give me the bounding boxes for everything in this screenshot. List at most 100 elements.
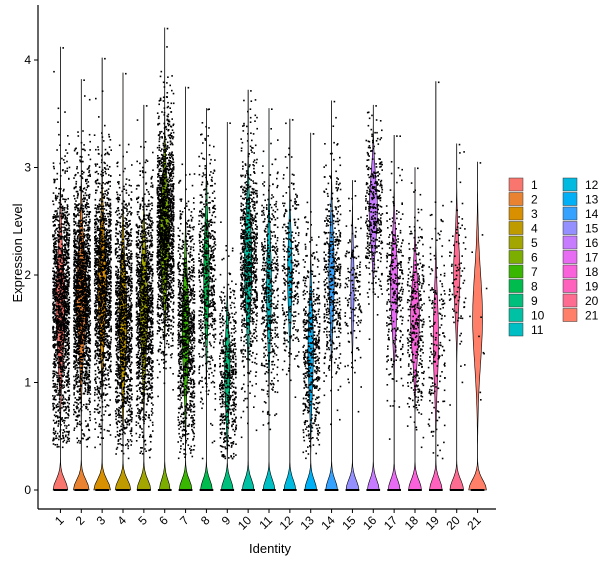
legend-swatch xyxy=(508,221,524,235)
legend-item-16: 16 xyxy=(562,235,599,250)
violin-21 xyxy=(468,161,487,491)
legend-label: 11 xyxy=(531,323,544,337)
jitter-points xyxy=(52,27,488,491)
points-13 xyxy=(302,133,321,491)
legend-item-12: 12 xyxy=(562,177,599,192)
legend-swatch xyxy=(508,308,524,322)
legend-swatch xyxy=(508,279,524,293)
x-tick-label: 10 xyxy=(235,513,255,533)
points-15 xyxy=(344,180,363,491)
legend-label: 13 xyxy=(585,193,599,207)
legend-item-1: 1 xyxy=(508,177,538,192)
points-14 xyxy=(323,100,342,491)
points-10 xyxy=(239,90,258,491)
x-tick-label: 3 xyxy=(94,513,109,528)
points-8 xyxy=(198,108,217,491)
x-tick-label: 16 xyxy=(360,513,380,533)
plot-area xyxy=(52,27,488,491)
violin-10 xyxy=(241,89,255,491)
x-tick-label: 8 xyxy=(198,513,213,528)
legend-swatch xyxy=(508,322,524,337)
x-tick-label: 2 xyxy=(73,513,88,528)
legend-swatch xyxy=(562,264,578,279)
y-tick-label: 4 xyxy=(24,53,31,67)
legend-swatch xyxy=(508,192,524,206)
legend-item-9: 9 xyxy=(508,293,538,308)
legend-item-10: 10 xyxy=(508,308,545,323)
legend-label: 14 xyxy=(585,207,599,221)
legend-item-21: 21 xyxy=(562,308,599,323)
legend-swatch xyxy=(562,279,578,293)
x-tick-label: 14 xyxy=(318,513,338,533)
legend-swatch xyxy=(508,293,524,308)
x-tick-label: 17 xyxy=(381,513,401,533)
legend-item-11: 11 xyxy=(508,322,544,337)
legend-item-7: 7 xyxy=(508,264,538,279)
legend-item-6: 6 xyxy=(508,250,538,265)
x-tick-label: 5 xyxy=(135,513,150,528)
violin-16 xyxy=(367,104,380,491)
legend-label: 1 xyxy=(531,178,538,192)
points-18 xyxy=(406,167,425,491)
x-tick-label: 9 xyxy=(219,513,234,528)
x-tick-label: 21 xyxy=(464,513,484,533)
legend-item-5: 5 xyxy=(508,235,538,250)
y-axis-title: Expression Level xyxy=(10,203,25,302)
y-tick-label: 1 xyxy=(24,376,31,390)
legend-item-19: 19 xyxy=(562,279,599,294)
points-4 xyxy=(114,72,133,491)
points-12 xyxy=(281,119,300,491)
legend-label: 12 xyxy=(585,178,599,192)
legend-swatch xyxy=(562,308,578,322)
legend-item-3: 3 xyxy=(508,206,538,221)
legend-swatch xyxy=(562,206,578,221)
y-tick-label: 0 xyxy=(24,483,31,497)
legend-swatch xyxy=(508,206,524,221)
legend-item-13: 13 xyxy=(562,192,599,207)
legend-label: 2 xyxy=(531,193,538,207)
x-tick-label: 19 xyxy=(423,513,443,533)
legend-label: 10 xyxy=(531,309,545,323)
violin-20 xyxy=(449,143,464,491)
points-6 xyxy=(156,27,175,491)
legend-label: 17 xyxy=(585,251,599,265)
y-axis: 0 1 2 3 4 xyxy=(24,5,39,509)
legend-swatch xyxy=(562,177,578,192)
legend-label: 8 xyxy=(531,280,538,294)
x-tick-label: 15 xyxy=(339,513,359,533)
legend-swatch xyxy=(562,293,578,308)
legend-swatch xyxy=(562,192,578,206)
x-tick-label: 6 xyxy=(156,513,171,528)
points-1 xyxy=(52,47,71,491)
x-axis-title: Identity xyxy=(249,541,291,556)
legend-swatch xyxy=(508,250,524,264)
legend-swatch xyxy=(562,235,578,250)
legend-swatch xyxy=(562,250,578,264)
violin-15 xyxy=(345,180,360,491)
points-16 xyxy=(365,105,384,491)
legend-item-17: 17 xyxy=(562,250,599,265)
legend-item-20: 20 xyxy=(562,293,599,308)
points-11 xyxy=(260,108,279,491)
legend-item-18: 18 xyxy=(562,264,599,279)
x-tick-label: 11 xyxy=(256,513,275,532)
legend-label: 6 xyxy=(531,251,538,265)
points-19 xyxy=(427,81,446,491)
x-tick-label: 12 xyxy=(277,513,297,533)
legend-label: 4 xyxy=(531,222,538,236)
legend-label: 16 xyxy=(585,236,599,250)
points-20 xyxy=(448,143,467,491)
legend-label: 5 xyxy=(531,236,538,250)
points-5 xyxy=(135,105,154,491)
legend-label: 9 xyxy=(531,294,538,308)
legend-swatch xyxy=(508,235,524,250)
legend-label: 21 xyxy=(585,309,599,323)
legend-label: 20 xyxy=(585,294,599,308)
points-9 xyxy=(219,122,238,491)
violin-19 xyxy=(429,81,443,491)
legend-label: 15 xyxy=(585,222,599,236)
points-21 xyxy=(469,162,488,491)
legend-item-15: 15 xyxy=(562,221,599,236)
points-3 xyxy=(93,57,113,491)
y-tick-label: 3 xyxy=(24,161,31,175)
